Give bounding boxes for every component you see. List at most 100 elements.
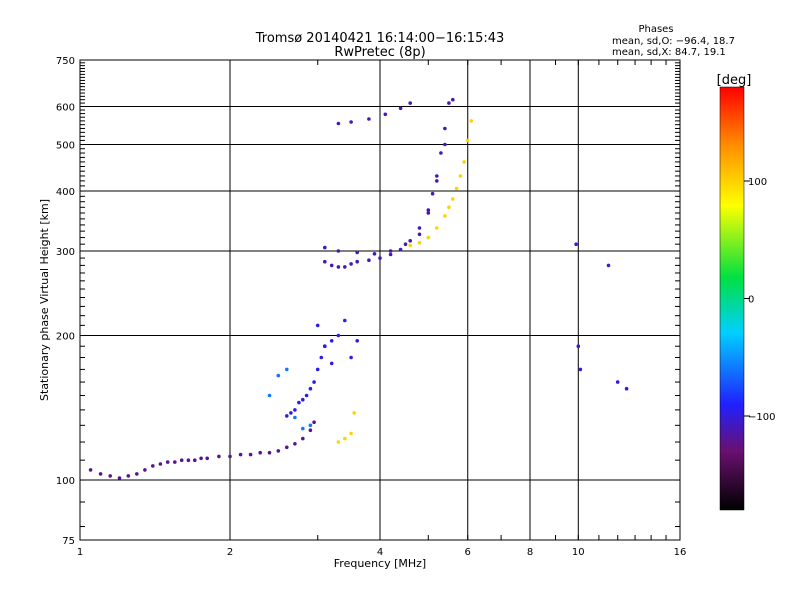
data-point	[343, 265, 347, 269]
y-tick-label: 100	[56, 476, 75, 487]
data-point	[258, 450, 263, 455]
x-tick-label: 6	[465, 547, 471, 558]
data-point	[426, 211, 431, 215]
x-tick-label: 16	[674, 547, 687, 558]
data-point	[447, 205, 451, 210]
data-point	[158, 462, 163, 466]
data-point	[435, 179, 439, 183]
phases-title: Phases	[638, 24, 673, 35]
data-point	[336, 121, 341, 126]
phases-x-stats: mean, sd,X: 84.7, 19.1	[612, 47, 726, 58]
data-point	[343, 318, 347, 323]
data-point	[276, 373, 281, 378]
data-point	[352, 411, 357, 415]
data-point	[403, 242, 408, 246]
data-point	[293, 415, 297, 420]
y-tick-label: 300	[56, 247, 75, 258]
data-point	[319, 355, 324, 360]
data-point	[293, 408, 297, 412]
data-point	[388, 249, 393, 253]
x-axis-label: Frequency [MHz]	[334, 557, 426, 570]
data-point	[336, 440, 341, 444]
data-point	[383, 112, 388, 117]
data-point	[430, 191, 435, 196]
data-point	[329, 361, 334, 366]
data-point	[186, 458, 191, 463]
x-tick-label: 2	[227, 547, 233, 558]
data-point	[398, 247, 403, 252]
data-point	[336, 333, 341, 338]
data-point	[388, 252, 393, 257]
data-point	[576, 344, 581, 349]
phases-o-stats: mean, sd,O: −96.4, 18.7	[612, 36, 735, 47]
data-point	[293, 442, 297, 446]
data-point	[349, 355, 353, 360]
data-point	[417, 226, 422, 230]
data-point	[624, 386, 629, 391]
data-point	[454, 186, 459, 191]
data-point	[135, 472, 139, 476]
data-point	[367, 258, 371, 263]
data-point	[443, 214, 447, 218]
data-point	[267, 393, 272, 398]
data-point	[267, 450, 272, 455]
data-point	[228, 454, 232, 459]
data-point	[285, 445, 289, 450]
data-point	[165, 460, 170, 464]
data-point	[108, 474, 112, 478]
data-point	[289, 411, 293, 415]
data-point	[179, 458, 184, 463]
colorbar-ticks: 100 0 −100	[744, 177, 775, 423]
data-point	[443, 142, 447, 147]
x-tick-label: 4	[377, 547, 383, 558]
data-point	[349, 262, 353, 266]
colorbar-tick-label: 100	[748, 177, 767, 188]
x-tick-label: 10	[572, 547, 585, 558]
data-point	[443, 126, 447, 131]
data-point	[312, 380, 316, 384]
data-point	[301, 436, 305, 441]
data-point	[308, 386, 313, 391]
data-point	[315, 323, 320, 328]
data-point	[301, 397, 305, 402]
data-point	[238, 452, 243, 457]
x-tick-label: 1	[77, 547, 83, 558]
data-point	[439, 151, 443, 155]
data-point	[465, 138, 470, 143]
data-point	[451, 197, 455, 201]
data-points	[88, 97, 629, 480]
data-point	[355, 259, 360, 264]
data-point	[417, 232, 422, 237]
data-point	[248, 452, 253, 457]
data-point	[349, 431, 353, 436]
colorbar-label: [deg]	[717, 73, 752, 88]
data-point	[199, 456, 203, 461]
data-point	[297, 400, 301, 405]
x-tick-label: 8	[527, 547, 533, 558]
data-point	[98, 472, 103, 476]
data-point	[349, 120, 353, 124]
data-point	[336, 265, 341, 269]
data-point	[276, 449, 281, 453]
data-point	[151, 464, 155, 468]
data-point	[173, 460, 177, 464]
data-point	[285, 414, 289, 418]
y-tick-label: 400	[56, 187, 75, 198]
data-point	[378, 256, 382, 260]
chart-subtitle: RwPretec (8p)	[334, 45, 425, 60]
data-point	[343, 436, 347, 441]
data-point	[329, 339, 334, 343]
y-tick-label: 500	[56, 141, 75, 152]
data-point	[336, 249, 341, 253]
data-point	[458, 174, 463, 178]
data-point	[408, 239, 413, 243]
y-tick-label: 75	[62, 536, 75, 547]
data-point	[301, 426, 305, 431]
data-point	[126, 474, 131, 478]
data-point	[355, 339, 360, 343]
data-point	[451, 97, 455, 102]
data-point	[417, 241, 422, 245]
data-point	[312, 420, 316, 425]
colorbar	[719, 86, 745, 511]
